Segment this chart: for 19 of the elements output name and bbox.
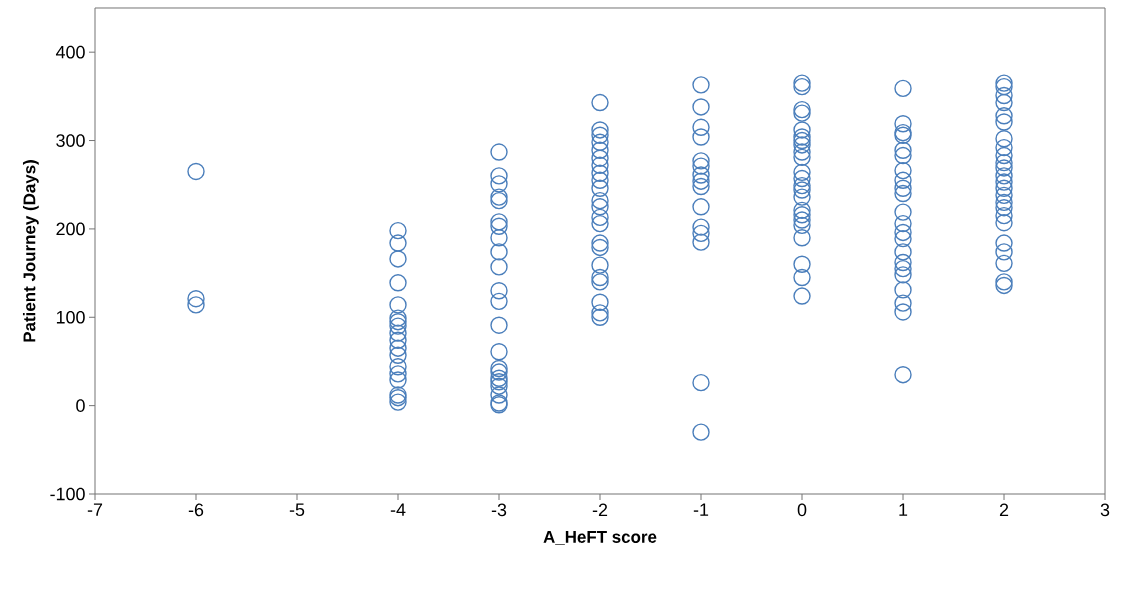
x-tick-label: -6 bbox=[188, 503, 204, 517]
x-tick-label: -3 bbox=[491, 503, 507, 517]
x-tick-label: -1 bbox=[693, 503, 709, 516]
x-tick-label: 0 bbox=[797, 503, 807, 517]
y-tick-label: 400 bbox=[55, 45, 85, 59]
x-tick-label: 1 bbox=[899, 503, 908, 516]
y-tick-label: 0 bbox=[76, 399, 85, 412]
y-axis-title: Patient Journey (Days) bbox=[22, 160, 39, 342]
x-tick-label: -4 bbox=[390, 503, 406, 516]
y-tick-label: 300 bbox=[56, 134, 85, 147]
x-tick-label: 2 bbox=[999, 503, 1009, 517]
y-tick-label: -100 bbox=[50, 487, 85, 501]
y-tick-label: 200 bbox=[56, 222, 85, 236]
x-tick-label: 3 bbox=[1100, 503, 1110, 517]
x-tick-label: -7 bbox=[87, 503, 103, 516]
x-tick-label: -2 bbox=[592, 503, 608, 517]
x-tick-label: -5 bbox=[289, 503, 305, 517]
y-tick-label: 100 bbox=[56, 310, 85, 324]
x-axis-title: A_HeFT score bbox=[543, 531, 657, 545]
